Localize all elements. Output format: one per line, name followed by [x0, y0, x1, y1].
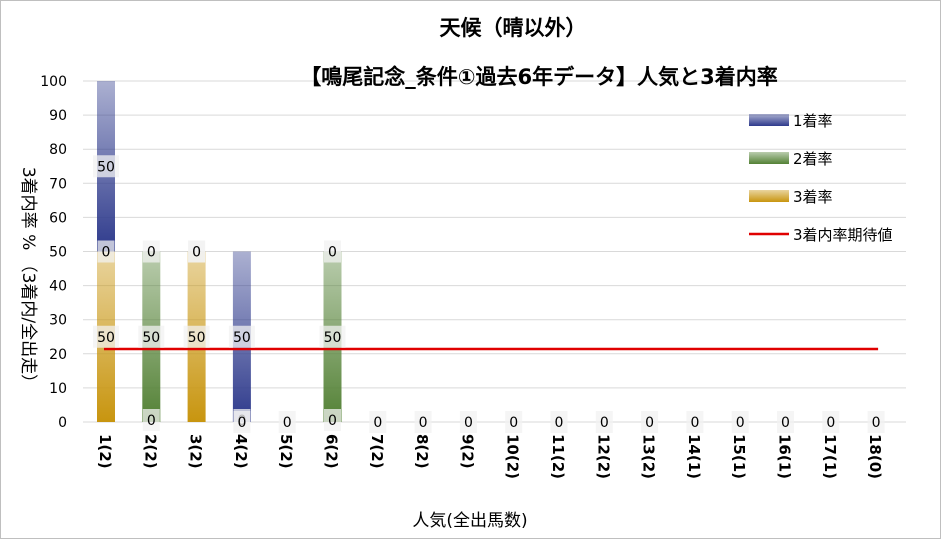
- data-label: 0: [373, 415, 382, 431]
- x-tick-label: 18(0): [866, 434, 884, 479]
- data-label-bg: [278, 411, 296, 433]
- data-label: 0: [600, 415, 609, 431]
- x-tick-label: 11(2): [549, 434, 567, 479]
- y-tick-label: 60: [49, 210, 67, 226]
- data-label-bg: [142, 240, 160, 263]
- data-label: 0: [509, 415, 518, 431]
- data-label: 50: [233, 330, 251, 346]
- data-label: 0: [872, 415, 881, 431]
- data-label-bg: [550, 411, 568, 433]
- x-tick-label: 13(2): [640, 434, 658, 479]
- y-axis-label: 3着内率 % （3着内/全出走）: [18, 167, 38, 391]
- data-label-bg: [595, 411, 613, 433]
- x-tick-label: 10(2): [504, 434, 522, 479]
- data-label: 50: [324, 330, 342, 346]
- y-tick-label: 100: [40, 74, 67, 90]
- data-label-bg: [822, 411, 840, 433]
- data-label-bg: [686, 411, 704, 433]
- data-label-bg: [777, 411, 794, 433]
- data-label: 0: [237, 415, 246, 431]
- data-label-bg: [459, 411, 477, 433]
- x-tick-label: 4(2): [232, 434, 250, 469]
- y-tick-label: 80: [49, 142, 67, 158]
- x-tick-label: 17(1): [821, 434, 839, 479]
- data-label-bg: [97, 240, 115, 263]
- y-tick-label: 20: [49, 347, 67, 363]
- x-axis-label: 人気(全出馬数): [412, 511, 527, 531]
- x-tick-label: 9(2): [458, 434, 476, 469]
- chart-subtitle: 【鳴尾記念_条件①過去6年データ】人気と3着内率: [300, 65, 778, 89]
- x-tick-label: 12(2): [594, 434, 612, 479]
- data-label-bg: [641, 411, 659, 433]
- x-tick-label: 3(2): [187, 434, 205, 469]
- data-label-bg: [731, 411, 749, 433]
- data-label-bg: [138, 325, 165, 348]
- data-label-bg: [188, 240, 206, 263]
- y-tick-label: 40: [49, 279, 67, 295]
- data-label-bg: [93, 325, 119, 348]
- legend-label: 2着率: [793, 150, 833, 168]
- legend-swatch: [749, 190, 789, 202]
- data-label-bg: [505, 411, 523, 433]
- x-tick-label: 5(2): [277, 434, 295, 469]
- legend-label: 3着率: [793, 188, 833, 206]
- data-label: 0: [419, 415, 428, 431]
- x-tick-label: 16(1): [776, 434, 794, 479]
- x-tick-label: 8(2): [413, 434, 431, 469]
- y-tick-label: 0: [58, 415, 67, 431]
- data-label: 50: [97, 330, 115, 346]
- data-label: 50: [142, 330, 160, 346]
- data-label-bg: [319, 325, 346, 348]
- data-label: 0: [147, 245, 156, 261]
- data-label-bg: [324, 409, 341, 431]
- data-label: 0: [781, 415, 790, 431]
- data-label: 0: [192, 245, 201, 261]
- y-tick-label: 70: [49, 176, 67, 192]
- chart-title: 天候（晴以外）: [440, 16, 587, 40]
- data-label-bg: [369, 411, 387, 433]
- data-label-bg: [233, 411, 251, 433]
- x-tick-label: 7(2): [368, 434, 386, 469]
- data-label-bg: [324, 240, 341, 263]
- legend-label: 1着率: [793, 112, 833, 130]
- data-label: 50: [188, 330, 206, 346]
- data-label: 0: [464, 415, 473, 431]
- data-label-bg: [414, 411, 432, 433]
- legend-swatch: [749, 152, 789, 164]
- data-label-bg: [228, 325, 255, 348]
- data-label-bg: [142, 409, 160, 431]
- y-tick-label: 30: [49, 313, 67, 329]
- x-tick-label: 14(1): [685, 434, 703, 479]
- y-tick-label: 90: [49, 108, 67, 124]
- y-tick-label: 50: [49, 245, 67, 261]
- data-label: 0: [736, 415, 745, 431]
- data-label: 0: [102, 245, 111, 261]
- data-label-bg: [93, 155, 119, 178]
- data-label-bg: [867, 411, 885, 433]
- legend-swatch: [749, 114, 789, 126]
- data-label: 0: [147, 413, 156, 429]
- data-label: 0: [328, 245, 337, 261]
- legend-label: 3着内率期待値: [793, 226, 893, 244]
- data-label: 0: [826, 415, 835, 431]
- data-label: 0: [690, 415, 699, 431]
- x-tick-label: 6(2): [323, 434, 341, 469]
- x-tick-label: 1(2): [96, 434, 114, 469]
- y-tick-label: 10: [49, 381, 67, 397]
- data-label: 0: [283, 415, 292, 431]
- x-tick-label: 15(1): [730, 434, 748, 479]
- data-label: 0: [555, 415, 564, 431]
- data-label: 50: [97, 159, 115, 175]
- data-label: 0: [328, 413, 337, 429]
- data-label-bg: [183, 325, 210, 348]
- data-label: 0: [645, 415, 654, 431]
- x-tick-label: 2(2): [141, 434, 159, 469]
